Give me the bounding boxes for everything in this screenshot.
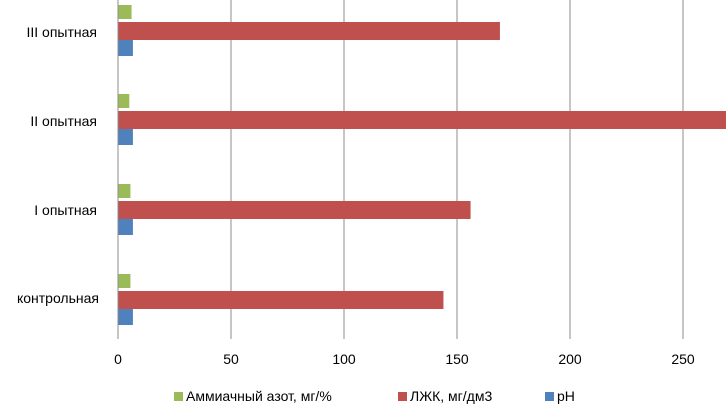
category-label: контрольная xyxy=(17,290,99,306)
bar-ph xyxy=(118,219,133,235)
category-labels: контрольная I опытная II опытная III опытна… xyxy=(17,24,99,306)
bar-vfa xyxy=(118,22,500,40)
bar-vfa xyxy=(118,201,471,219)
legend-label: ЛЖК, мг/дм3 xyxy=(410,388,492,404)
tick-label: 0 xyxy=(114,351,122,367)
tick-label: 50 xyxy=(223,351,239,367)
bar-vfa xyxy=(118,111,726,129)
tick-label: 200 xyxy=(558,351,582,367)
bars xyxy=(118,5,726,325)
bar-ph xyxy=(118,129,133,145)
bar-ph xyxy=(118,309,133,325)
legend-swatch xyxy=(398,392,407,401)
legend: Аммиачный азот, мг/% ЛЖК, мг/дм3 pH xyxy=(174,388,575,404)
bar-ammonia xyxy=(118,184,131,198)
bar-ammonia xyxy=(118,5,132,19)
legend-swatch xyxy=(545,392,554,401)
bar-ammonia xyxy=(118,94,130,108)
bar-ammonia xyxy=(118,274,131,288)
legend-swatch xyxy=(174,392,183,401)
bar-ph xyxy=(118,40,133,56)
tick-label: 250 xyxy=(671,351,695,367)
category-label: I опытная xyxy=(34,202,97,218)
gridlines xyxy=(230,0,684,339)
legend-label: Аммиачный азот, мг/% xyxy=(186,388,332,404)
tick-label: 150 xyxy=(445,351,469,367)
legend-label: pH xyxy=(557,388,575,404)
category-label: II опытная xyxy=(30,113,97,129)
tick-labels: 0 50 100 150 200 250 xyxy=(114,351,695,367)
category-label: III опытная xyxy=(27,24,98,40)
tick-label: 100 xyxy=(332,351,356,367)
bar-vfa xyxy=(118,291,444,309)
